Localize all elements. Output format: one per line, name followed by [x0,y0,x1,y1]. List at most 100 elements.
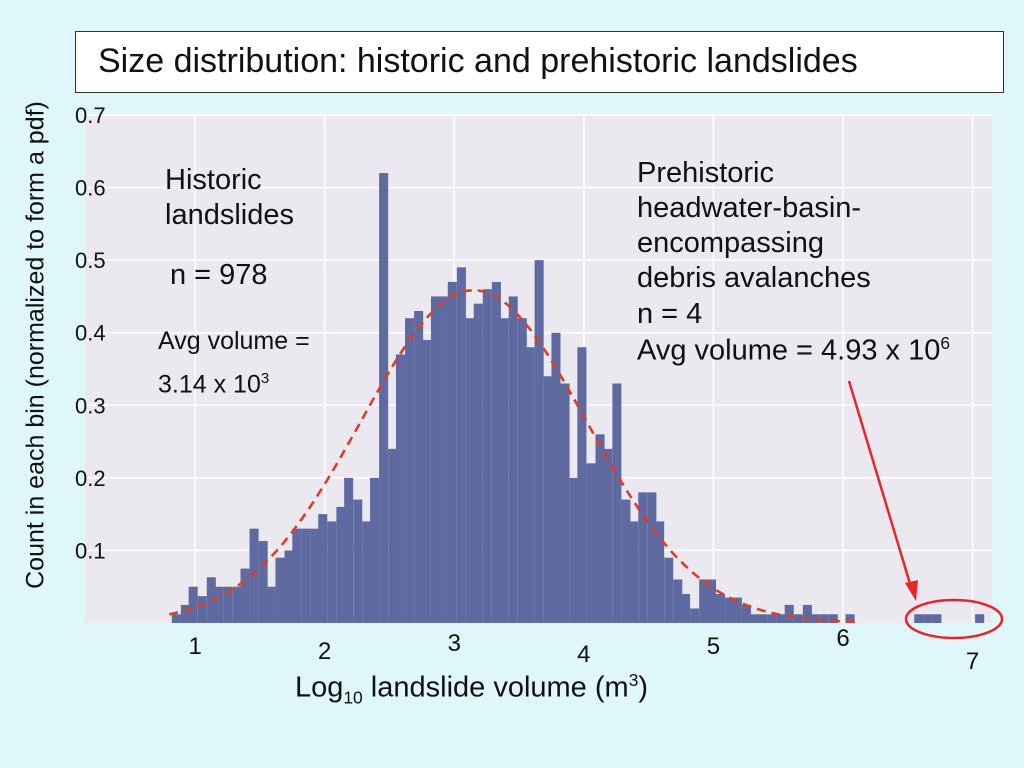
x-axis-label: Log10 landslide volume (m3) [295,670,648,708]
prehistoric-avg-volume: Avg volume = 4.93 x 106 [637,333,950,368]
y-tick-label: 0.2 [75,466,106,491]
histogram-bar [732,597,742,623]
histogram-bar [310,528,320,623]
histogram-bar [171,614,181,623]
normal-fit-curve [168,288,856,624]
x-axis-label-suffix: ) [638,671,649,704]
y-axis-label: Count in each bin (normalized to form a … [21,101,50,589]
historic-label-line1: Historic [165,164,262,196]
y-tick-label: 0.4 [75,321,106,346]
historic-label-line2: landslides [165,199,294,231]
historic-label: Historic landslides [165,163,294,233]
histogram-bar [223,586,233,623]
histogram-bar [447,281,457,623]
histogram-bar [810,614,820,623]
y-tick-labels: 0.1 0.2 0.3 0.4 0.5 0.6 0.7 [75,103,106,563]
x-tick-label: 1 [188,633,201,660]
prehistoric-arrow [847,380,913,588]
histogram-bar [716,593,726,623]
histogram-bar [499,318,509,623]
x-axis-label-subscript: 10 [343,687,363,708]
x-tick-label: 7 [966,648,979,675]
histogram-chart: 0.1 0.2 0.3 0.4 0.5 0.6 0.7 1 2 3 4 5 6 7 [75,103,1004,675]
histogram-bar [845,614,855,623]
histogram-bar [188,586,198,623]
histogram-bar [577,347,587,623]
histogram-bar [395,354,406,623]
x-tick-labels: 1 2 3 4 5 6 7 [188,625,979,675]
histogram-bar [664,557,674,623]
histogram-bar [802,604,812,623]
historic-count: n = 978 [170,259,268,291]
x-tick-label: 2 [318,638,331,665]
histogram-bar [318,514,328,623]
histogram-bar [923,614,933,623]
histogram-bar [517,318,527,623]
histogram-bar [249,528,259,623]
prehistoric-label-line3: encompassing [637,227,824,259]
histogram-bar [482,289,492,623]
histogram-bar [301,528,311,623]
histogram-bar [560,383,570,623]
x-axis-label-prefix: Log [295,671,344,704]
histogram-bar [180,604,190,623]
histogram-bar [603,448,613,623]
histogram-bar [275,557,285,623]
histogram-bar [258,540,268,623]
historic-avg-base: 3.14 x 10 [158,370,261,399]
prehistoric-label-line4: debris avalanches [637,262,871,294]
histogram-bar [621,499,631,623]
histogram-bar [284,550,294,623]
historic-avg-line1: Avg volume = [158,327,310,355]
histogram-bar [508,296,518,623]
histogram-bar [370,477,380,623]
histogram-bar [206,577,216,623]
prehistoric-avg-exponent: 6 [940,333,951,353]
historic-avg-exponent: 3 [260,370,270,387]
histogram-bar [525,347,535,623]
histogram-bar [421,339,431,623]
histogram-bar [440,296,450,623]
historic-avg-volume: Avg volume = 3.14 x 103 [158,322,310,403]
prehistoric-highlight-circle [904,598,1004,640]
histogram-bar [758,614,768,623]
histogram-bar [336,506,346,623]
histogram-bar [214,586,224,623]
histogram-bar [405,318,415,623]
histogram-bar [638,492,648,623]
histogram-bar [473,303,483,623]
histogram-bar [725,597,735,623]
x-tick-label: 4 [577,641,590,668]
prehistoric-avg-base: Avg volume = 4.93 x 10 [637,334,941,367]
histogram-bar [388,448,398,623]
histogram-bar [491,281,501,623]
x-tick-label: 6 [836,625,849,652]
prehistoric-count: n = 4 [637,298,703,330]
histogram-bar [673,579,683,623]
histogram-bar [465,318,475,623]
x-axis-label-superscript: 3 [628,670,639,690]
histogram-bar [690,608,700,623]
x-axis-label-middle: landslide volume (m [362,671,629,704]
histogram-bar [362,521,372,623]
histogram-bar [569,477,579,623]
historic-avg-line2: 3.14 x 103 [158,360,310,403]
histogram-bar [776,614,786,623]
histogram-bar [379,173,389,624]
histogram-bar [534,260,544,623]
prehistoric-label-line2: headwater-basin- [637,192,862,224]
histogram-bar [543,376,553,623]
histogram-bars [171,173,985,624]
histogram-bar [430,296,440,623]
histogram-bar [551,332,561,623]
histogram-bar [914,614,924,623]
histogram-bar [767,614,777,623]
y-tick-label: 0.1 [75,538,106,563]
histogram-bar [629,521,639,623]
prehistoric-label-line1: Prehistoric [637,157,774,189]
prehistoric-label: Prehistoric headwater-basin- encompassin… [637,156,871,296]
histogram-bar [975,614,985,623]
histogram-bar [595,434,605,623]
histogram-bar [586,463,596,623]
histogram-bar [327,521,337,623]
